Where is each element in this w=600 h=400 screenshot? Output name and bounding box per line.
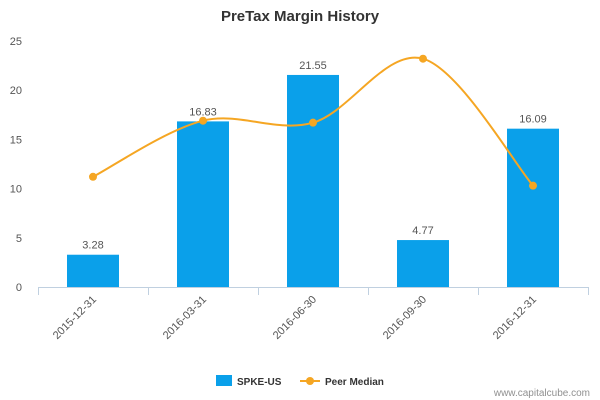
- data-label: 21.55: [299, 60, 327, 72]
- bar: [177, 121, 229, 288]
- bar: [67, 254, 119, 287]
- x-tick-label: 2016-09-30: [381, 294, 429, 342]
- data-label: 4.77: [412, 225, 433, 237]
- line-point: [309, 118, 317, 127]
- y-tick-label: 0: [16, 282, 22, 294]
- bar-series: 3.28 16.83 21.55 4.77 16.09: [67, 60, 559, 288]
- line-point: [529, 181, 537, 190]
- line-series: [89, 54, 537, 190]
- line-point: [419, 54, 427, 63]
- bar: [397, 240, 449, 287]
- bar: [287, 74, 339, 287]
- x-tick-label: 2016-06-30: [271, 294, 319, 342]
- credit-text: www.capitalcube.com: [493, 388, 590, 399]
- legend-label-peer: Peer Median: [325, 377, 384, 388]
- y-tick-label: 15: [10, 134, 22, 146]
- data-label: 3.28: [82, 240, 103, 252]
- legend: SPKE-US Peer Median: [216, 375, 384, 388]
- line-point: [89, 172, 97, 181]
- chart-title: PreTax Margin History: [221, 8, 380, 25]
- y-tick-label: 25: [10, 36, 22, 48]
- line-point: [199, 116, 207, 125]
- legend-label-spke: SPKE-US: [237, 377, 282, 388]
- x-tick-label: 2016-12-31: [491, 294, 539, 342]
- data-label: 16.83: [189, 106, 217, 118]
- y-tick-label: 20: [10, 85, 22, 97]
- peer-median-line: [92, 56, 534, 187]
- x-tick-label: 2015-12-31: [51, 294, 99, 342]
- y-tick-label: 5: [16, 233, 22, 245]
- y-tick-label: 10: [10, 184, 22, 196]
- legend-marker-peer: [306, 377, 314, 385]
- legend-swatch-spke: [216, 375, 232, 386]
- x-tick-label: 2016-03-31: [161, 294, 209, 342]
- bar: [507, 128, 559, 287]
- data-label: 16.09: [519, 114, 547, 126]
